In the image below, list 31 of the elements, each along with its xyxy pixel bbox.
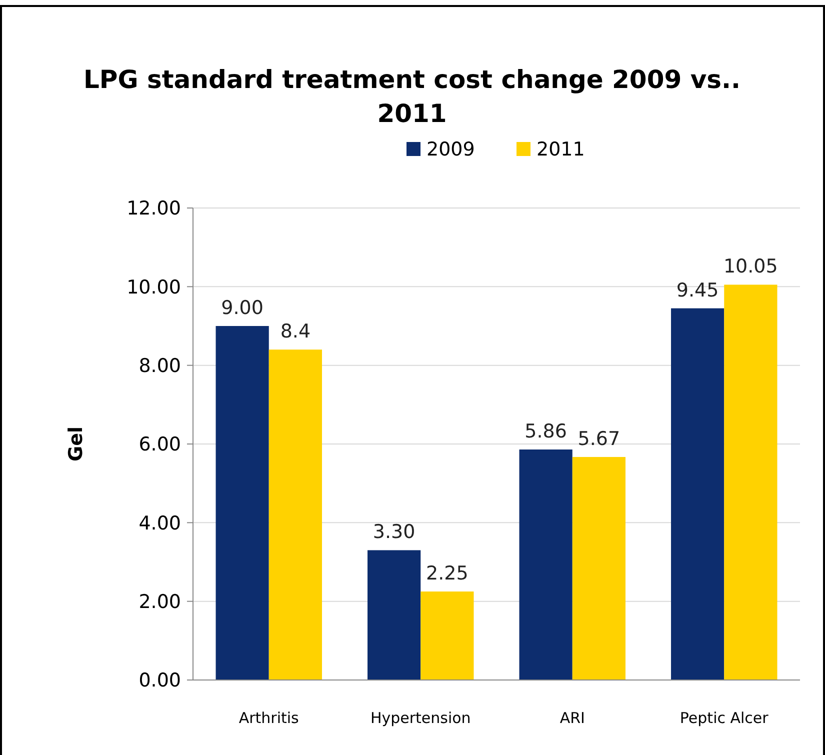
bar <box>671 308 724 680</box>
data-label: 2.25 <box>426 562 468 584</box>
y-tick-label: 12.00 <box>126 198 181 220</box>
bar <box>519 450 572 680</box>
legend-label: 2009 <box>426 138 475 161</box>
y-tick-label: 10.00 <box>126 276 181 298</box>
data-label: 9.00 <box>221 297 264 319</box>
x-tick-label: Arthritis <box>238 709 300 727</box>
chart-title: LPG standard treatment cost change 2009 vs.. 2011 <box>83 65 741 128</box>
y-tick-label: 8.00 <box>138 354 181 377</box>
data-label: 9.45 <box>676 279 719 302</box>
legend-label: 2011 <box>536 138 585 161</box>
data-label: 3.30 <box>372 521 416 544</box>
bar <box>216 326 269 680</box>
x-tick-label: Hypertension <box>370 709 471 727</box>
y-axis-title: Gel <box>65 426 87 462</box>
y-tick-label: 2.00 <box>138 590 181 613</box>
bar <box>572 456 626 680</box>
bar <box>368 550 421 680</box>
x-tick-label: ARI <box>560 709 585 727</box>
data-label: 8.4 <box>280 320 311 343</box>
y-tick-label: 0.00 <box>138 670 181 692</box>
data-label: 5.86 <box>524 420 567 443</box>
bar <box>724 284 778 680</box>
y-tick-label: 4.00 <box>138 512 181 534</box>
data-label: 10.05 <box>723 256 778 278</box>
data-label: 5.67 <box>578 428 620 450</box>
y-tick-label: 6.00 <box>138 434 181 456</box>
bar <box>420 592 474 680</box>
x-tick-label: Peptic Alcer <box>680 709 770 727</box>
bar <box>268 350 322 680</box>
